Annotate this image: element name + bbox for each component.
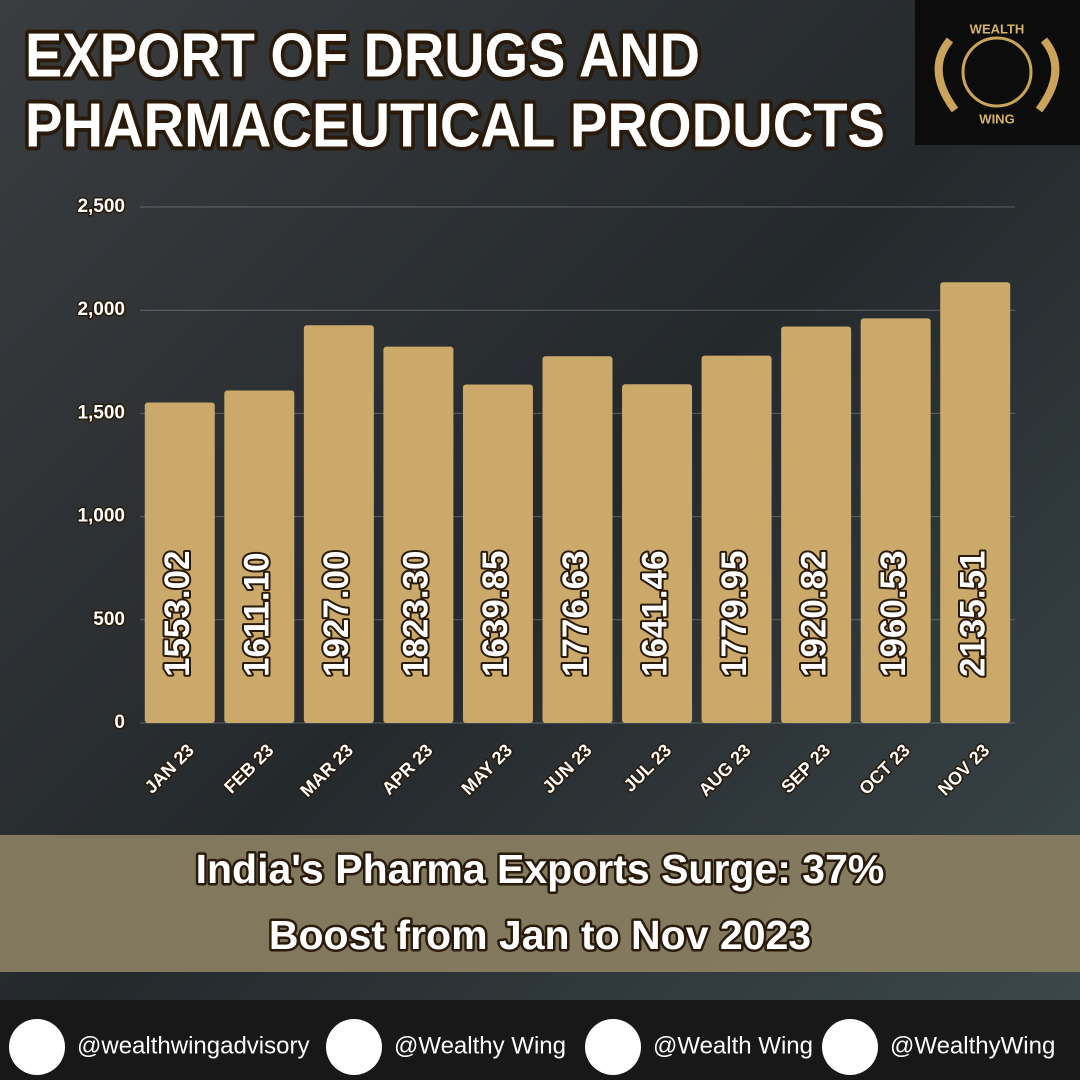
value-label: 1779.95	[715, 550, 754, 677]
bar	[860, 318, 931, 723]
logo-text: WING	[979, 111, 1014, 126]
bar	[622, 384, 693, 723]
y-tick-label: 2,500	[77, 196, 125, 217]
bar	[462, 384, 533, 723]
bar	[542, 356, 613, 723]
bar	[940, 282, 1011, 723]
value-label: 1960.53	[874, 550, 913, 677]
social-handle: @wealthwingadvisory	[77, 1032, 309, 1059]
footer	[0, 1000, 1080, 1080]
y-tick-label: 2,000	[77, 299, 125, 320]
caption: Boost from Jan to Nov 2023	[269, 912, 811, 958]
social-handle: @Wealthy Wing	[394, 1032, 566, 1059]
bar	[383, 346, 454, 723]
social-icon	[326, 1019, 382, 1075]
bar	[701, 355, 772, 723]
value-label: 2135.51	[953, 550, 992, 677]
logo-wings	[934, 37, 1060, 113]
value-label: 1611.10	[238, 552, 277, 677]
caption: India's Pharma Exports Surge: 37%	[196, 846, 885, 892]
value-label: 1927.00	[317, 550, 356, 677]
chart-title: PHARMACEUTICAL PRODUCTS	[25, 91, 885, 160]
bar	[224, 390, 295, 723]
caption-band	[0, 835, 1080, 972]
social-handle: @WealthyWing	[890, 1032, 1055, 1059]
logo-ring	[961, 36, 1033, 108]
value-label: 1639.85	[476, 550, 515, 677]
y-tick-label: 1,500	[77, 402, 125, 423]
value-label: 1776.63	[556, 550, 595, 677]
logo-text: WEALTH	[970, 21, 1025, 36]
social-icon	[585, 1019, 641, 1075]
value-label: 1823.30	[397, 550, 436, 677]
value-label: 1920.82	[794, 550, 833, 677]
y-tick-label: 1,000	[77, 506, 125, 527]
social-icon	[9, 1019, 65, 1075]
y-tick-label: 0	[114, 712, 125, 733]
social-icon	[822, 1019, 878, 1075]
bar	[144, 402, 215, 723]
social-handle: @Wealth Wing	[653, 1032, 813, 1059]
y-tick-label: 500	[93, 609, 125, 630]
value-label: 1641.46	[635, 550, 674, 677]
value-label: 1553.02	[158, 550, 197, 677]
bar	[781, 326, 852, 723]
bar	[303, 325, 374, 723]
chart-title: EXPORT OF DRUGS AND	[25, 21, 700, 90]
